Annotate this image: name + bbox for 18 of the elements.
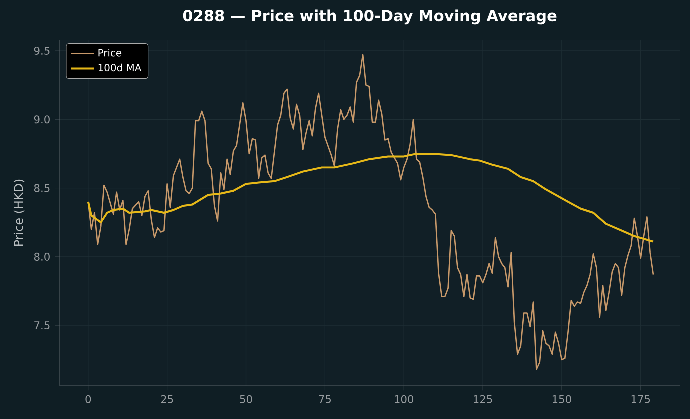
legend-label: Price [98, 49, 122, 57]
x-tick-label: 150 [552, 395, 572, 404]
x-tick-label: 125 [474, 395, 492, 404]
x-tick-label: 25 [161, 395, 174, 404]
y-tick-label: 8.5 [34, 184, 50, 192]
x-tick-label: 75 [319, 395, 332, 404]
line-series [87, 152, 654, 243]
x-tick-label: 100 [395, 395, 414, 404]
y-tick-label: 7.5 [34, 322, 50, 330]
y-tick-label: 8.0 [34, 252, 50, 261]
chart-title: 0288 — Price with 100-Day Moving Average [183, 10, 557, 25]
x-tick-label: 0 [86, 395, 92, 404]
x-tick-label: 175 [632, 395, 650, 404]
y-tick-label: 9.5 [34, 46, 50, 55]
legend-label: 100d MA [98, 64, 142, 72]
y-tick-label: 9.0 [34, 116, 50, 124]
x-tick-label: 50 [240, 395, 252, 404]
y-axis-title: Price (HKD) [14, 180, 25, 246]
